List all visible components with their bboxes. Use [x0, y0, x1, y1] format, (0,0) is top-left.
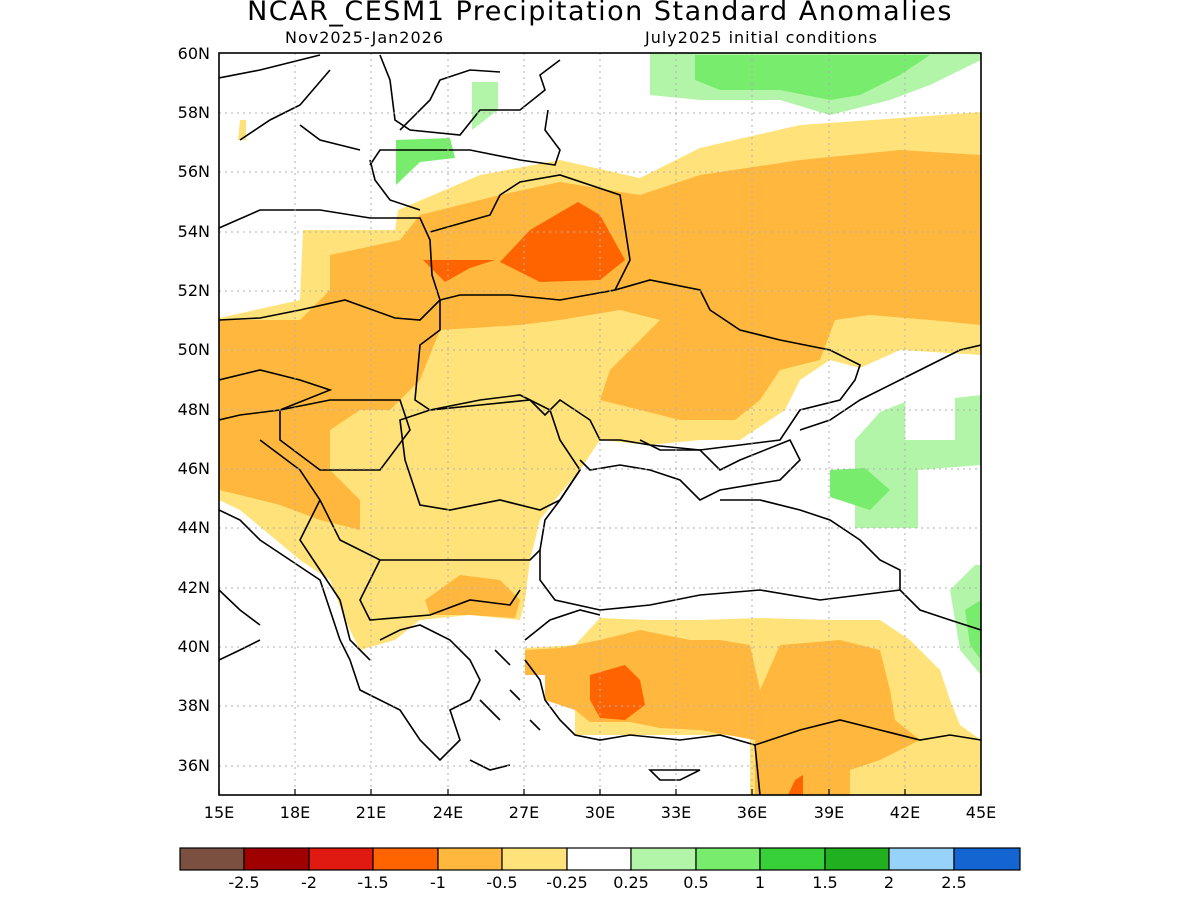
gulf-of-finland-coast: [399, 69, 501, 131]
colorbar-swatch: [372, 847, 439, 871]
colorbar-swatch: [695, 847, 761, 871]
colorbar-swatch: [566, 847, 632, 871]
crimea-coast: [579, 438, 801, 501]
lon-label: 21E: [355, 803, 387, 822]
colorbar-label: 0.5: [683, 873, 709, 892]
black-sea-coast: [539, 469, 901, 611]
anomaly-region: [472, 82, 498, 130]
colorbar-swatch: [501, 847, 568, 871]
balkans-border: [259, 439, 541, 661]
colorbar-label: 1.5: [812, 873, 838, 892]
anomaly-region: [396, 138, 455, 185]
anomaly-region: [788, 775, 803, 795]
anomaly-region: [219, 150, 981, 530]
lat-label: 42N: [177, 578, 210, 597]
lon-label: 27E: [508, 803, 540, 822]
lat-label: 40N: [177, 637, 210, 656]
anomaly-region: [965, 600, 981, 660]
romania-border: [399, 394, 581, 511]
lon-label: 24E: [432, 803, 464, 822]
caucasus-coast: [799, 344, 981, 431]
anomaly-region: [238, 120, 246, 140]
colorbar-label: -0.5: [486, 873, 518, 892]
anomaly-region: [423, 260, 495, 282]
adriatic-coast: [219, 509, 351, 661]
colorbar-swatch: [308, 847, 374, 871]
colorbar-swatch: [179, 847, 245, 871]
colorbar-label: -2: [301, 873, 317, 892]
lon-label: 36E: [736, 803, 768, 822]
map-title: NCAR_CESM1 Precipitation Standard Anomal…: [247, 0, 953, 27]
anomaly-region: [500, 202, 625, 282]
lat-label: 52N: [177, 281, 210, 300]
colorbar-label: -1: [430, 873, 446, 892]
graticule: [219, 53, 981, 795]
lon-label: 39E: [813, 803, 845, 822]
colorbar-label: 0.25: [613, 873, 649, 892]
colorbar-label: 2.5: [941, 873, 967, 892]
aegean-islands: [469, 649, 541, 771]
lon-label: 30E: [584, 803, 616, 822]
lat-label: 36N: [177, 756, 210, 775]
lat-label: 48N: [177, 400, 210, 419]
map-frame: [218, 52, 982, 796]
initial-conditions: July2025 initial conditions: [645, 28, 878, 47]
baltic-coast: [369, 54, 561, 211]
eastern-turkey-border: [899, 589, 981, 631]
lon-label: 18E: [279, 803, 311, 822]
austria-border: [219, 369, 333, 421]
lon-label: 33E: [660, 803, 692, 822]
colorbar-swatch: [243, 847, 310, 871]
lat-label: 50N: [177, 340, 210, 359]
colorbar-label: -2.5: [228, 873, 260, 892]
lon-label: 42E: [889, 803, 921, 822]
belarus-border: [429, 174, 631, 301]
poland-germany-border: [219, 209, 441, 321]
colorbar-label: -1.5: [357, 873, 389, 892]
lon-label: 45E: [965, 803, 997, 822]
colorbar-label: -0.25: [546, 873, 588, 892]
turkey-coast: [524, 609, 981, 795]
anomaly-region: [830, 468, 890, 510]
colorbar-label: 2: [883, 873, 895, 892]
colorbar-swatch: [630, 847, 697, 871]
forecast-period: Nov2025-Jan2026: [285, 28, 444, 47]
colorbar-swatch: [437, 847, 503, 871]
lat-label: 56N: [177, 162, 210, 181]
lat-label: 60N: [177, 44, 210, 63]
coastlines-and-borders: [219, 54, 981, 795]
colorbar-label: 1: [754, 873, 766, 892]
lat-label: 54N: [177, 222, 210, 241]
cyprus-coast: [648, 769, 701, 781]
anomaly-region: [855, 395, 981, 528]
colorbar-swatch: [759, 847, 826, 871]
greece-coast: [349, 624, 481, 762]
colorbar-swatch: [824, 847, 890, 871]
colorbar-swatch: [953, 847, 1021, 871]
lat-label: 44N: [177, 518, 210, 537]
lat-label: 46N: [177, 459, 210, 478]
lat-label: 58N: [177, 103, 210, 122]
colorbar-swatch: [888, 847, 955, 871]
lat-label: 38N: [177, 696, 210, 715]
hungary-border: [279, 399, 411, 471]
lon-label: 15E: [203, 803, 235, 822]
anomaly-region: [695, 55, 930, 100]
colorbar: [179, 847, 1021, 871]
baltic-states-border: [369, 109, 561, 166]
